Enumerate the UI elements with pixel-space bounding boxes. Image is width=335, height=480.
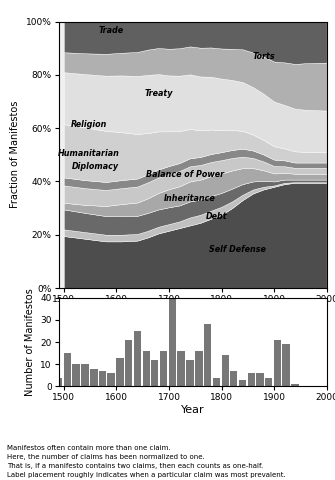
Text: Diplomacy: Diplomacy xyxy=(72,162,119,171)
Bar xyxy=(186,360,194,386)
Bar xyxy=(134,331,141,386)
Bar xyxy=(143,351,150,386)
Bar xyxy=(117,358,124,386)
Bar xyxy=(160,351,168,386)
Bar xyxy=(81,364,88,386)
Bar xyxy=(55,377,62,386)
Bar xyxy=(125,340,132,386)
Y-axis label: Number of Manifestos: Number of Manifestos xyxy=(25,288,35,396)
Text: Manifestos often contain more than one claim.
Here, the number of claims has bee: Manifestos often contain more than one c… xyxy=(7,444,285,478)
Text: Self Defense: Self Defense xyxy=(209,245,266,254)
Bar xyxy=(204,324,211,386)
Bar xyxy=(195,351,203,386)
Text: Torts: Torts xyxy=(252,52,275,61)
Bar xyxy=(221,355,229,386)
Bar xyxy=(291,384,299,386)
Bar xyxy=(213,377,220,386)
Bar xyxy=(108,373,115,386)
Text: Inheritance: Inheritance xyxy=(164,194,216,203)
Text: Religion: Religion xyxy=(71,120,107,129)
Bar xyxy=(178,351,185,386)
Bar xyxy=(98,371,106,386)
Bar xyxy=(230,371,237,386)
Text: Treaty: Treaty xyxy=(144,89,173,98)
X-axis label: Year: Year xyxy=(181,405,204,415)
Text: Humanitarian: Humanitarian xyxy=(58,149,120,158)
Bar xyxy=(90,369,97,386)
Text: Trade: Trade xyxy=(98,26,124,36)
Bar xyxy=(169,298,176,386)
Bar xyxy=(239,380,246,386)
Bar xyxy=(151,360,158,386)
Bar xyxy=(265,377,272,386)
Bar xyxy=(64,353,71,386)
Y-axis label: Fraction of Manifestos: Fraction of Manifestos xyxy=(10,101,20,208)
Bar xyxy=(72,364,80,386)
Text: Debt: Debt xyxy=(205,212,227,221)
Bar xyxy=(274,340,281,386)
Bar xyxy=(282,344,290,386)
Text: Balance of Power: Balance of Power xyxy=(146,170,224,179)
Bar xyxy=(256,373,264,386)
Bar xyxy=(248,373,255,386)
